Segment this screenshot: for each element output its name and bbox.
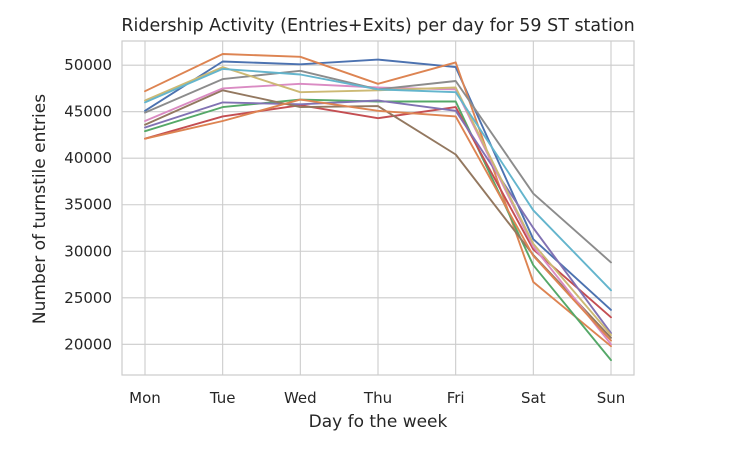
y-tick-label: 30000 xyxy=(64,242,112,260)
series-line-2 xyxy=(144,53,612,348)
x-tick-label: Sat xyxy=(521,389,546,407)
series-line-1 xyxy=(144,58,612,311)
x-axis-label: Day fo the week xyxy=(309,412,448,432)
x-tick-label: Wed xyxy=(284,389,317,407)
y-tick-label: 20000 xyxy=(64,335,112,353)
x-tick-label: Sun xyxy=(597,389,626,407)
y-tick-label: 45000 xyxy=(64,103,112,121)
series-line-10 xyxy=(144,67,612,292)
x-tick-label: Tue xyxy=(209,389,236,407)
y-axis-label: Number of turnstile entries xyxy=(30,94,50,324)
x-tick-label: Thu xyxy=(363,389,392,407)
x-tick-label: Mon xyxy=(129,389,161,407)
y-tick-label: 35000 xyxy=(64,196,112,214)
series-line-4 xyxy=(144,104,612,319)
y-tick-label: 50000 xyxy=(64,56,112,74)
y-tick-label: 25000 xyxy=(64,289,112,307)
y-tick-labels: 20000 25000 30000 35000 40000 45000 50000 xyxy=(64,56,112,353)
series-line-7 xyxy=(144,82,612,346)
series-lines xyxy=(144,53,612,362)
chart-title: Ridership Activity (Entries+Exits) per d… xyxy=(121,16,634,36)
series-line-3 xyxy=(144,98,612,362)
plot-frame xyxy=(121,40,635,376)
series-line-5 xyxy=(144,99,612,335)
y-tick-label: 40000 xyxy=(64,149,112,167)
x-tick-labels: Mon Tue Wed Thu Fri Sat Sun xyxy=(129,389,625,407)
x-tick-label: Fri xyxy=(447,389,465,407)
series-line-11 xyxy=(144,98,612,342)
